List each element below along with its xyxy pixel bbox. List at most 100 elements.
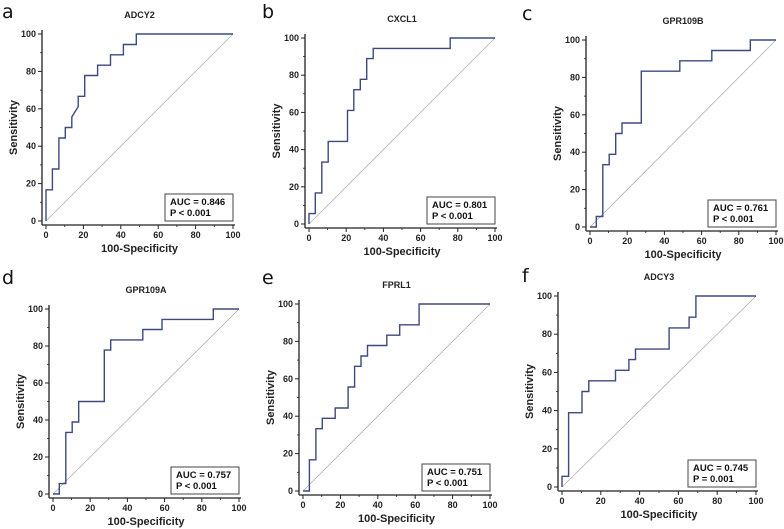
x-tick-label: 80	[453, 233, 463, 243]
x-tick-label: 100	[231, 503, 246, 513]
p-value: P < 0.001	[427, 478, 468, 489]
x-tick-label: 20	[622, 236, 632, 246]
y-tick-label: 60	[289, 107, 299, 117]
chart-title: CXCL1	[387, 14, 417, 24]
y-tick-label: 60	[542, 367, 552, 377]
auc-box	[164, 193, 234, 222]
roc-panel-e: e FPRL1 0 20 40 60 80 100 0 20 40 60 80 100 100-Specif…	[262, 267, 498, 525]
x-tick-label: 80	[197, 503, 207, 513]
y-tick-label: 40	[570, 147, 580, 157]
y-tick-label: 40	[542, 406, 552, 416]
auc-box	[426, 196, 496, 225]
x-tick-label: 20	[335, 500, 345, 510]
y-tick-label: 60	[283, 374, 293, 384]
auc-box	[421, 463, 491, 492]
x-axis-label: 100-Specificity	[358, 513, 436, 525]
roc-curve	[590, 39, 776, 228]
auc-box	[687, 459, 757, 488]
x-tick-label: 40	[122, 503, 132, 513]
reference-diagonal	[45, 33, 234, 222]
y-tick-label: 80	[283, 336, 293, 346]
x-tick-label: 40	[659, 236, 669, 246]
reference-diagonal	[52, 308, 240, 495]
y-tick-label: 20	[542, 444, 552, 454]
p-value: P < 0.001	[713, 214, 754, 225]
x-tick-label: 0	[43, 230, 48, 240]
panel-letter: e	[262, 267, 274, 289]
y-tick-label: 100	[537, 291, 552, 301]
x-axis-label: 100-Specificity	[107, 516, 185, 528]
y-tick-label: 80	[33, 341, 43, 351]
y-tick-label: 100	[565, 35, 580, 45]
x-tick-label: 0	[50, 503, 55, 513]
x-axis-label: 100-Specificity	[363, 246, 441, 258]
x-tick-label: 60	[153, 230, 163, 240]
p-value: P < 0.001	[432, 211, 473, 222]
roc-panel-f: f ADCY3 0 20 40 60 80 100 0 20 40 60 80 100 100-Specif…	[522, 265, 764, 521]
x-tick-label: 20	[341, 233, 351, 243]
y-tick-label: 0	[31, 216, 36, 226]
y-tick-label: 80	[542, 329, 552, 339]
panel-letter: b	[262, 1, 274, 23]
p-value: P < 0.001	[176, 481, 217, 492]
y-axis-label: Sensitivity	[271, 103, 283, 159]
chart-title: ADCY2	[124, 10, 155, 20]
y-tick-label: 100	[28, 304, 43, 314]
y-axis-label: Sensitivity	[15, 373, 27, 429]
y-tick-label: 20	[33, 452, 43, 462]
x-tick-label: 20	[596, 496, 606, 506]
y-tick-label: 0	[575, 222, 580, 232]
x-tick-label: 100	[487, 233, 502, 243]
x-tick-label: 40	[635, 496, 645, 506]
x-axis-label: 100-Specificity	[644, 249, 722, 261]
chart-title: ADCY3	[644, 272, 675, 282]
x-axis-label: 100-Specificity	[101, 243, 179, 255]
roc-curve	[303, 303, 490, 492]
y-axis-label: Sensitivity	[552, 105, 564, 161]
y-tick-label: 100	[278, 299, 293, 309]
y-tick-label: 20	[26, 179, 36, 189]
roc-panel-d: d GPR109A 0 20 40 60 80 100 0 20 40 60 80 100 100-Spec…	[2, 267, 247, 528]
y-tick-label: 80	[570, 72, 580, 82]
y-tick-label: 60	[570, 110, 580, 120]
roc-curve	[53, 308, 239, 495]
roc-panel-b: b CXCL1 0 20 40 60 80 100 0 20 40 60 80 100 100-Specif…	[262, 1, 503, 258]
auc-box	[170, 466, 240, 495]
reference-diagonal	[308, 37, 496, 225]
y-tick-label: 80	[289, 70, 299, 80]
panel-letter: d	[2, 267, 14, 289]
x-tick-label: 20	[85, 503, 95, 513]
x-tick-label: 20	[78, 230, 88, 240]
x-tick-label: 80	[734, 236, 744, 246]
x-tick-label: 100	[768, 236, 783, 246]
x-tick-label: 40	[378, 233, 388, 243]
y-tick-label: 0	[294, 219, 299, 229]
x-tick-label: 60	[160, 503, 170, 513]
x-tick-label: 0	[587, 236, 592, 246]
y-axis-label: Sensitivity	[524, 363, 536, 419]
panel-letter: a	[2, 1, 14, 23]
y-tick-label: 40	[283, 411, 293, 421]
p-value: P = 0.001	[693, 474, 734, 485]
chart-title: GPR109A	[125, 285, 167, 295]
roc-curve	[308, 37, 495, 224]
auc-value: AUC = 0.761	[713, 203, 769, 214]
x-tick-label: 60	[697, 236, 707, 246]
y-tick-label: 0	[547, 482, 552, 492]
x-tick-label: 0	[559, 496, 564, 506]
y-tick-label: 20	[283, 449, 293, 459]
roc-panel-c: c GPR109B 0 20 40 60 80 100 0 20 40 60 80 100 100-Spec…	[522, 3, 784, 261]
y-axis-label: Sensitivity	[265, 369, 277, 425]
y-tick-label: 100	[21, 29, 36, 39]
auc-value: AUC = 0.757	[176, 470, 231, 481]
x-tick-label: 40	[116, 230, 126, 240]
x-tick-label: 0	[300, 500, 305, 510]
panel-letter: f	[522, 265, 530, 287]
x-tick-label: 40	[373, 500, 383, 510]
roc-curve	[561, 295, 756, 487]
y-tick-label: 0	[288, 486, 293, 496]
p-value: P < 0.001	[170, 208, 211, 219]
x-tick-label: 100	[748, 496, 763, 506]
y-tick-label: 80	[26, 66, 36, 76]
reference-diagonal	[302, 303, 491, 492]
